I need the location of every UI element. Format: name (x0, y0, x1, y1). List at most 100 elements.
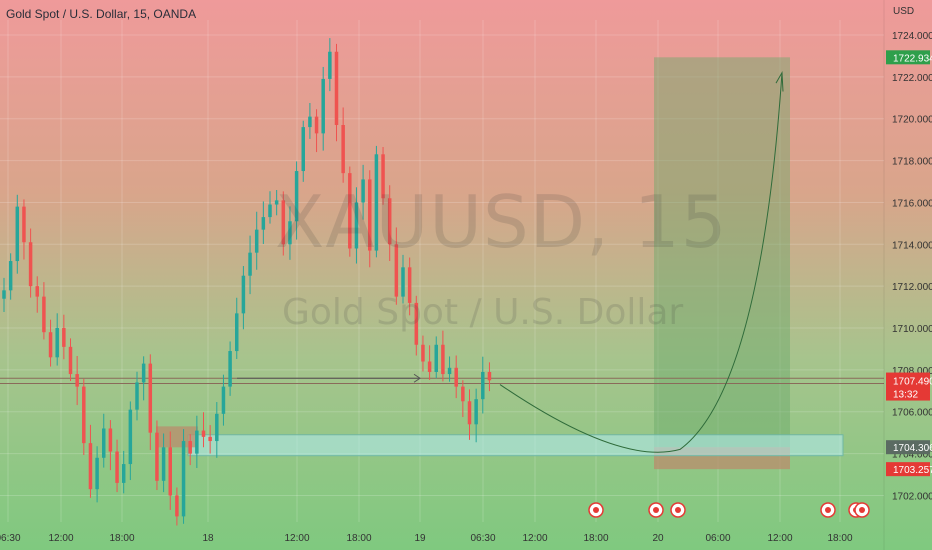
candle-body (188, 441, 192, 454)
candle-body (102, 428, 106, 458)
candle-body (82, 386, 86, 444)
accumulation-box (156, 426, 198, 448)
candle-body (241, 275, 246, 314)
candle-body (35, 286, 39, 297)
time-tick-label: 12:00 (522, 533, 547, 544)
event-icon-dot (859, 507, 865, 513)
candle-body (414, 302, 419, 345)
candle-body (268, 204, 272, 218)
candle-body (201, 430, 206, 437)
candle-body (248, 252, 252, 276)
instrument-name-watermark: Gold Spot / U.S. Dollar (282, 292, 684, 333)
price-tick-label: 1718.000 (892, 157, 932, 168)
time-tick-label: 18 (202, 533, 214, 544)
target-price-badge-bg (886, 50, 930, 65)
economic-event-icon[interactable] (854, 502, 870, 518)
candle-body (394, 244, 399, 297)
candle-body (8, 261, 13, 291)
candle-body (467, 401, 472, 425)
time-tick-label: 18:00 (583, 533, 608, 544)
current-price-badge-bg (886, 372, 930, 401)
candle-body (108, 428, 113, 452)
candle-body (301, 127, 305, 172)
stop-price-badge-bg (886, 462, 930, 477)
time-tick-label: 06:30 (470, 533, 495, 544)
time-tick-label: 18:00 (109, 533, 134, 544)
event-icon-dot (593, 507, 599, 513)
candle-body (354, 202, 359, 249)
price-tick-label: 1720.000 (892, 115, 932, 126)
long-position-profit-zone (654, 57, 790, 448)
price-tick-label: 1714.000 (892, 240, 932, 251)
candle-body (361, 179, 365, 203)
candle-body (28, 242, 33, 287)
candle-body (2, 290, 6, 299)
candle-body (15, 206, 20, 262)
candle-body (381, 154, 385, 199)
economic-event-icon[interactable] (670, 502, 686, 518)
candle-body (294, 171, 299, 222)
candle-body (474, 399, 478, 425)
price-tick-label: 1702.000 (892, 491, 932, 502)
arrow-head (413, 373, 421, 383)
candle-body (481, 371, 485, 400)
current-price-value: 1707.490 (893, 377, 932, 388)
bar-countdown: 13:32 (893, 390, 918, 401)
candle-body (348, 173, 352, 249)
entry-price-badge: 1704.306 (893, 443, 932, 454)
candle-body (321, 78, 325, 134)
time-tick-label: 06:00 (705, 533, 730, 544)
economic-event-icon[interactable] (820, 502, 836, 518)
candle-body (487, 371, 492, 381)
time-tick-label: 12:00 (284, 533, 309, 544)
entry-price-badge-bg (886, 440, 930, 455)
symbol-watermark: XAUUSD, 15 (275, 180, 728, 264)
candle-body (281, 200, 286, 245)
time-tick-label: 18:00 (827, 533, 852, 544)
candle-body (334, 51, 339, 125)
stop-price-badge: 1703.257 (893, 465, 932, 476)
candle-body (141, 363, 146, 383)
candle-body (155, 432, 159, 481)
projection-arrow-head (775, 70, 784, 92)
candle-body (221, 386, 226, 414)
candle-body (341, 124, 345, 174)
candle-body (314, 116, 319, 134)
candle-body (427, 361, 432, 372)
projection-curve (499, 72, 783, 453)
price-tick-label: 1706.000 (892, 408, 932, 419)
candle-body (55, 328, 59, 358)
economic-event-icon[interactable] (648, 502, 664, 518)
price-tick-label: 1710.000 (892, 324, 932, 335)
candle-body (374, 154, 379, 251)
candle-body (447, 367, 452, 375)
candle-body (68, 346, 73, 375)
target-price-badge: 1722.934 (893, 53, 932, 64)
price-axis-currency: USD (893, 6, 915, 17)
candle-body (88, 443, 93, 490)
candle-body (228, 351, 232, 387)
time-tick-label: 06:30 (0, 533, 21, 544)
candle-body (22, 206, 26, 243)
candle-body (461, 386, 465, 402)
candle-body (148, 363, 153, 433)
price-tick-label: 1724.000 (892, 31, 932, 42)
candle-body (161, 447, 166, 481)
economic-event-icon[interactable] (588, 502, 604, 518)
candle-body (308, 116, 312, 128)
price-tick-label: 1716.000 (892, 198, 932, 209)
candle-body (254, 229, 259, 253)
candle-body (128, 409, 133, 465)
symbol-title[interactable]: Gold Spot / U.S. Dollar, 15, OANDA (6, 7, 197, 21)
candle-body (181, 441, 186, 517)
support-zone (187, 434, 844, 457)
candle-body (407, 267, 412, 303)
event-icon-dot (653, 507, 659, 513)
time-tick-label: 12:00 (767, 533, 792, 544)
candle-body (48, 332, 53, 358)
candle-body (235, 313, 239, 352)
candle-body (274, 200, 279, 205)
time-tick-label: 12:00 (48, 533, 73, 544)
price-tick-label: 1704.000 (892, 450, 932, 461)
